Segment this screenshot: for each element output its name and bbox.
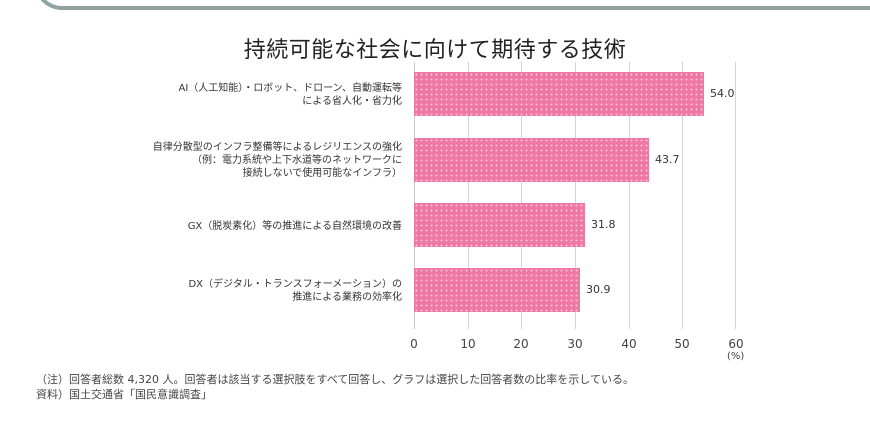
category-line: AI（人工知能）・ロボット、ドローン、自動運転等 — [178, 83, 403, 94]
value-label: 43.7 — [655, 153, 680, 166]
source-note: 資料）国土交通省「国民意識調査」 — [36, 388, 212, 401]
x-axis-unit: (%) — [727, 351, 745, 362]
bar-resilience — [414, 138, 649, 182]
x-tick-label: 20 — [513, 337, 529, 351]
x-tick-label: 60 — [728, 337, 744, 351]
x-tick-label: 10 — [460, 337, 476, 351]
gridline-10 — [467, 62, 469, 329]
category-label-dx: DX（デジタル・トランスフォーメーション）の 推進による業務の効率化 — [188, 278, 402, 304]
value-label: 30.9 — [586, 283, 611, 296]
top-frame-border — [34, 0, 870, 10]
plot-area: 54.0 43.7 31.8 30.9 — [414, 62, 736, 329]
category-line: DX（デジタル・トランスフォーメーション）の — [188, 279, 402, 290]
category-label-resilience: 自律分散型のインフラ整備等によるレジリエンスの強化 （例：電力系統や上下水道等の… — [153, 141, 402, 180]
bar-dx — [414, 268, 580, 312]
category-line: 自律分散型のインフラ整備等によるレジリエンスの強化 — [152, 142, 402, 153]
gridline-50 — [682, 62, 684, 329]
bar-ai-robotics — [414, 72, 704, 116]
gridline-60 — [735, 62, 736, 329]
category-label-gx: GX（脱炭素化）等の推進による自然環境の改善 — [188, 220, 402, 233]
x-tick-label: 0 — [410, 337, 418, 351]
footnote: （注）回答者総数 4,320 人。回答者は該当する選択肢をすべて回答し、グラフは… — [36, 373, 634, 386]
category-line: による省人化・省力化 — [302, 96, 402, 107]
x-tick-label: 50 — [674, 337, 690, 351]
chart-title: 持続可能な社会に向けて期待する技術 — [243, 38, 627, 63]
category-line: 接続しないで使用可能なインフラ） — [242, 168, 402, 179]
category-label-ai-robotics: AI（人工知能）・ロボット、ドローン、自動運転等 による省人化・省力化 — [179, 82, 403, 108]
value-label: 31.8 — [591, 218, 616, 231]
x-tick-label: 30 — [567, 337, 583, 351]
category-line: 推進による業務の効率化 — [292, 292, 402, 303]
value-label: 54.0 — [710, 87, 735, 100]
gridline-40 — [628, 62, 630, 329]
category-line: （例：電力系統や上下水道等のネットワークに — [192, 155, 402, 166]
category-line: GX（脱炭素化）等の推進による自然環境の改善 — [187, 221, 402, 232]
gridline-20 — [521, 62, 523, 329]
bar-gx — [414, 203, 585, 247]
gridline-0 — [414, 62, 415, 329]
x-tick-label: 40 — [621, 337, 637, 351]
gridline-30 — [575, 62, 576, 329]
